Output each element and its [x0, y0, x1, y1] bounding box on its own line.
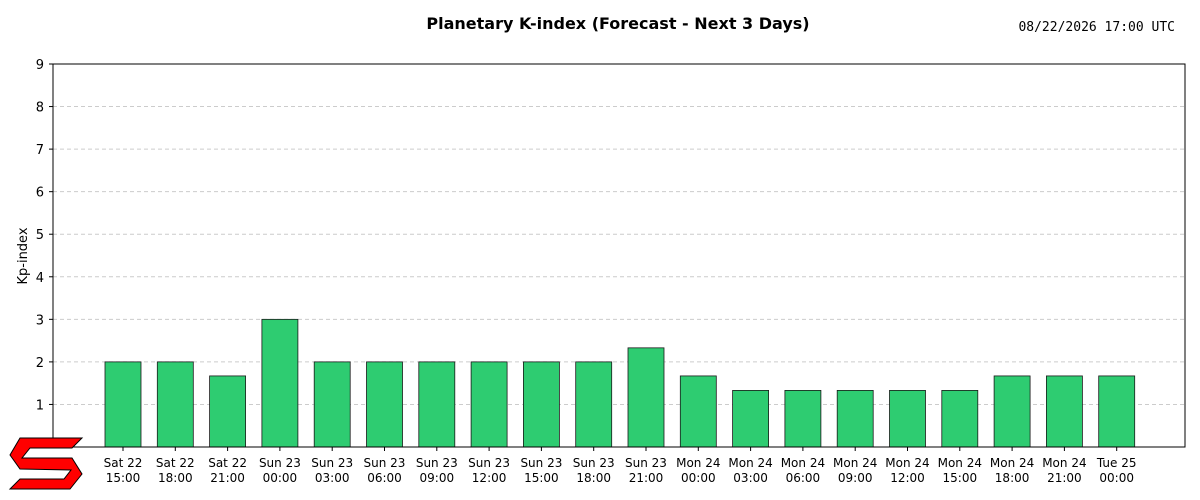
x-tick-label: Sun 23 09:00: [416, 456, 458, 485]
y-tick-label: 7: [36, 143, 44, 158]
x-tick-label: Mon 24 21:00: [1042, 456, 1086, 485]
y-axis: 1 2 3 4 5 6 7 8 9: [36, 58, 53, 413]
x-tick-label: Mon 24 03:00: [728, 456, 772, 485]
kp-bar: [470, 361, 508, 448]
x-tick-label: Mon 24 00:00: [676, 456, 720, 485]
kp-bar: [418, 361, 456, 448]
kp-bar: [209, 375, 247, 448]
kp-bar: [104, 361, 142, 448]
kp-bar: [156, 361, 194, 448]
x-tick-label: Mon 24 18:00: [990, 456, 1034, 485]
x-tick-label: Tue 25 00:00: [1096, 456, 1137, 485]
swpc-logo-icon: [8, 437, 84, 490]
x-tick-label: Sat 22 21:00: [208, 456, 247, 485]
y-tick-label: 1: [36, 398, 44, 413]
kp-bar: [784, 390, 822, 448]
y-tick-label: 2: [36, 356, 44, 371]
y-tick-label: 8: [36, 101, 44, 116]
kp-bar: [732, 390, 769, 448]
kp-bar: [313, 361, 351, 448]
x-tick-label: Sat 22 18:00: [156, 456, 195, 485]
plot-frame: [52, 63, 1186, 448]
kp-bar: [679, 375, 717, 448]
swpc-logo: [8, 437, 84, 490]
x-tick-label: Sun 23 00:00: [259, 456, 301, 485]
y-tick-label: 9: [36, 58, 44, 73]
x-tick-label: Sun 23 18:00: [573, 456, 615, 485]
grid-lines: [53, 106, 1185, 405]
kp-bar: [1098, 375, 1136, 448]
kp-bar: [627, 347, 665, 448]
x-tick-label: Sun 23 06:00: [364, 456, 406, 485]
x-tick-label: Mon 24 09:00: [833, 456, 877, 485]
y-tick-label: 5: [36, 228, 44, 243]
kp-bar: [889, 390, 926, 448]
x-tick-label: Mon 24 15:00: [938, 456, 982, 485]
y-tick-label: 6: [36, 186, 44, 201]
kp-bar: [836, 390, 874, 448]
x-tick-label: Mon 24 06:00: [781, 456, 825, 485]
x-tick-label: Sun 23 12:00: [468, 456, 510, 485]
timestamp: 08/22/2026 17:00 UTC: [1018, 20, 1175, 35]
x-axis: Sat 22 15:00 Sat 22 18:00 Sat 22 21:00 Sun 23 0…: [104, 447, 1137, 485]
x-tick-label: Mon 24 12:00: [885, 456, 929, 485]
kp-bar: [575, 361, 613, 448]
x-tick-label: Sun 23 03:00: [311, 456, 353, 485]
kp-bar: [261, 318, 299, 448]
kp-bar: [366, 361, 403, 448]
bars: [104, 318, 1136, 448]
kp-bar: [993, 375, 1031, 448]
y-axis-label: Kp-index: [16, 227, 31, 284]
x-tick-label: Sat 22 15:00: [104, 456, 143, 485]
x-tick-label: Sun 23 21:00: [625, 456, 667, 485]
chart-title: Planetary K-index (Forecast - Next 3 Day…: [426, 14, 809, 33]
y-tick-label: 3: [36, 313, 44, 328]
kp-bar: [1046, 375, 1083, 448]
kp-bar: [941, 390, 979, 448]
y-tick-label: 4: [36, 271, 44, 286]
x-tick-label: Sun 23 15:00: [520, 456, 562, 485]
kp-bar: [523, 361, 560, 448]
